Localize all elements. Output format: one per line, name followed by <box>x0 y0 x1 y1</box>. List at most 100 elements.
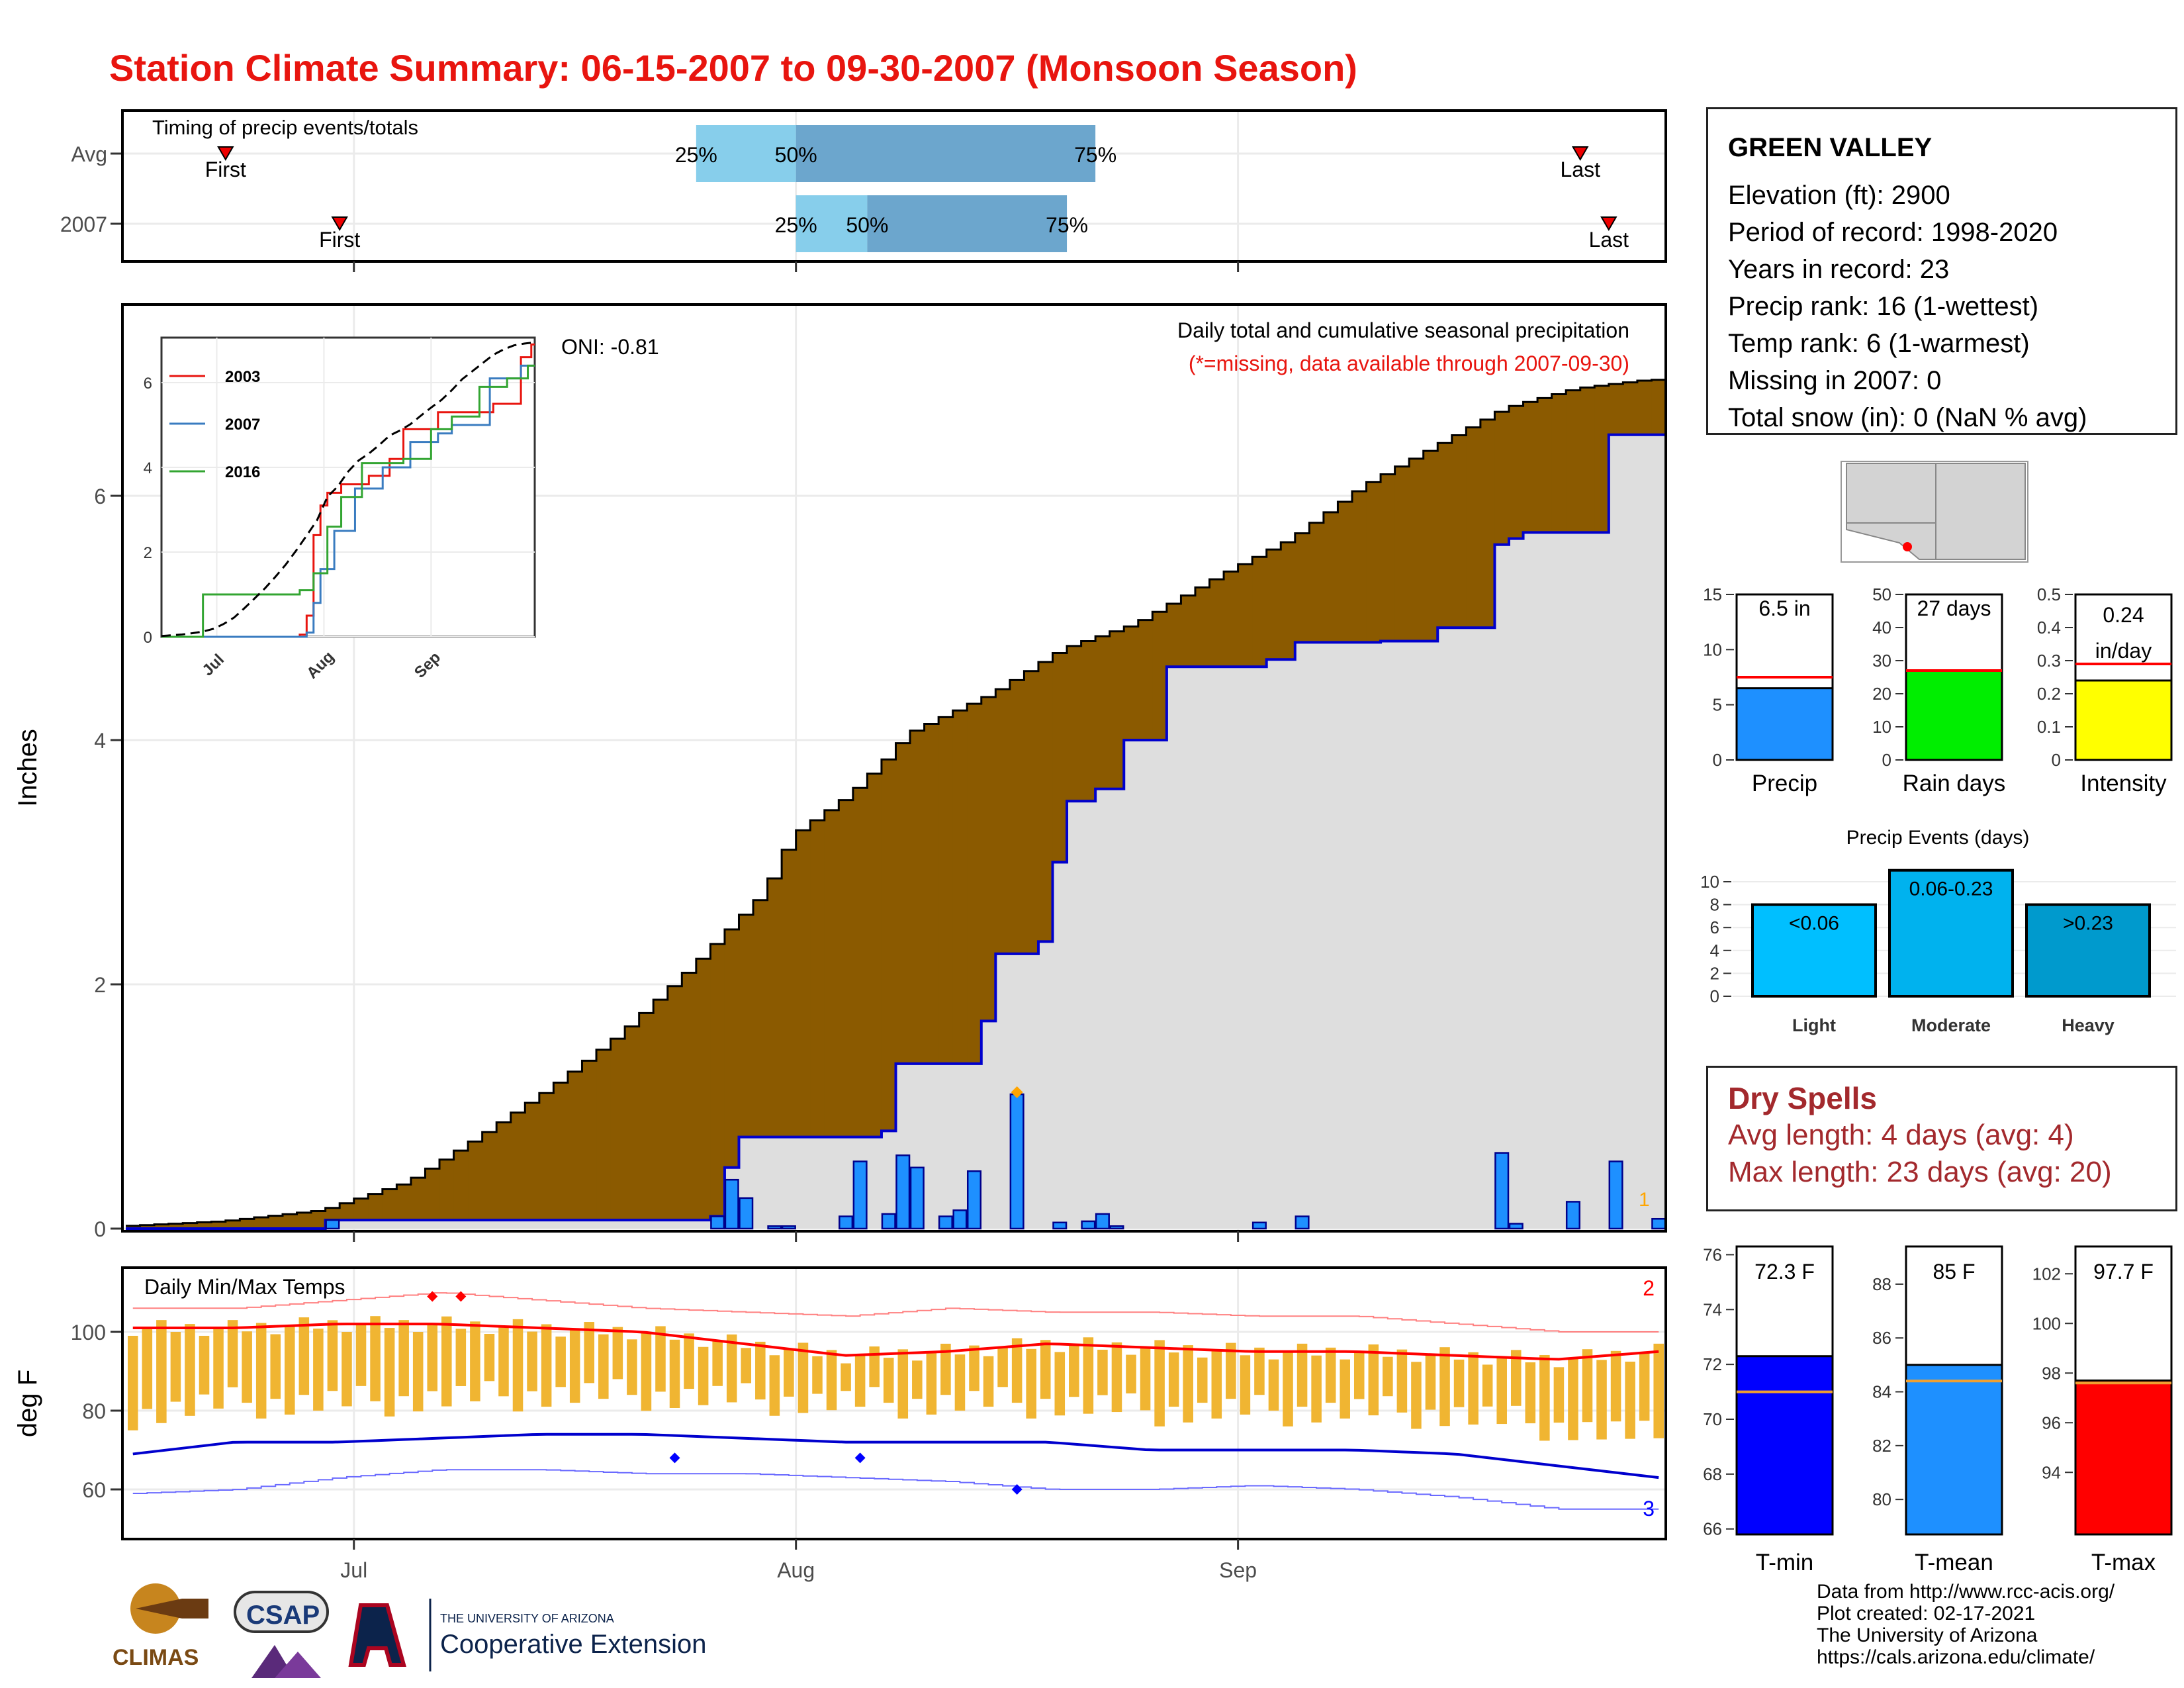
daily-precip-bar <box>1508 1223 1524 1230</box>
temp-summary-ytick-label: 72 <box>1703 1354 1722 1374</box>
precip-ytick-label: 6 <box>94 485 106 508</box>
deficit-area <box>1238 564 1253 667</box>
daily-temp-range-bar <box>199 1335 210 1395</box>
daily-temp-range-bar <box>227 1320 238 1387</box>
daily-temp-range-bar <box>1539 1354 1550 1441</box>
deficit-area <box>1366 482 1381 643</box>
temp-summary-ytick-label: 86 <box>1872 1328 1891 1348</box>
daily-temp-range-bar <box>598 1334 609 1399</box>
daily-precip-bar <box>852 1160 868 1230</box>
deficit-area <box>639 1013 654 1221</box>
deficit-area <box>283 1214 298 1229</box>
daily-temp-range-bar <box>1482 1364 1493 1407</box>
cumulative-average-line <box>126 379 1666 1227</box>
timing-quartile-bar-high <box>867 195 1068 252</box>
temp-summary-ytick-label: 80 <box>1872 1489 1891 1509</box>
deficit-area <box>183 1223 198 1229</box>
daily-precip-bar <box>1295 1215 1310 1230</box>
daily-temp-range-bar <box>1311 1355 1322 1423</box>
daily-temp-range-bar <box>313 1329 324 1411</box>
xtick-label: Jul <box>340 1558 367 1582</box>
daily-precip-bar <box>966 1170 982 1230</box>
deficit-area <box>710 944 725 1217</box>
deficit-area <box>1309 522 1324 643</box>
footer-line: The University of Arizona <box>1817 1624 2038 1646</box>
daily-temp-range-bar <box>1083 1337 1094 1414</box>
summary-ytick-label: 15 <box>1703 585 1722 604</box>
temp-summary-fill <box>1735 1355 1834 1536</box>
daily-temp-range-bar <box>1653 1343 1664 1438</box>
temp-summary-label: T-min <box>1756 1550 1814 1575</box>
event-bar-label: Light <box>1792 1015 1836 1035</box>
daily-temp-range-bar <box>1126 1354 1136 1393</box>
record-low-marker <box>669 1452 680 1464</box>
daily-temp-range-bar <box>1183 1345 1193 1423</box>
events-ytick-label: 2 <box>1710 963 1719 983</box>
dry-spells-title: Dry Spells <box>1728 1081 1877 1115</box>
temp-summary-ytick-label: 68 <box>1703 1464 1722 1484</box>
timing-q25-label: 25% <box>675 143 717 167</box>
events-ytick-label: 4 <box>1710 941 1719 961</box>
footer-credits: Data from http://www.rcc-acis.org/ Plot … <box>1817 1581 2115 1668</box>
station-line: Total snow (in): 0 (NaN % avg) <box>1728 403 2087 432</box>
daily-temp-range-bar <box>412 1332 424 1412</box>
deficit-area <box>1437 443 1453 628</box>
daily-temp-range-bar <box>741 1348 752 1383</box>
summary-bar-fill <box>1905 669 2003 761</box>
precip-ytick-label: 2 <box>94 973 106 997</box>
timing-first-label: First <box>319 228 360 252</box>
inset-ytick-label: 4 <box>144 459 152 477</box>
summary-bar-value: 6.5 in <box>1758 596 1810 620</box>
summary-bar-label: Precip <box>1752 771 1817 796</box>
daily-temp-range-bar <box>142 1328 153 1409</box>
deficit-area <box>767 878 782 1137</box>
daily-temp-range-bar <box>1553 1367 1565 1423</box>
daily-temp-range-bar <box>370 1316 381 1401</box>
daily-temp-range-bar <box>384 1328 395 1417</box>
deficit-area <box>682 972 697 1221</box>
deficit-area <box>425 1168 440 1221</box>
inset-panel <box>160 336 536 638</box>
daily-precip-bar <box>938 1215 953 1230</box>
temps-panel-label: Daily Min/Max Temps <box>144 1275 345 1299</box>
deficit-area <box>782 849 797 1137</box>
oni-label: ONI: -0.81 <box>561 335 659 359</box>
deficit-area <box>539 1093 554 1221</box>
daily-temp-range-bar <box>1496 1357 1507 1425</box>
deficit-area <box>1537 398 1553 533</box>
precip-corner-mark: 1 <box>1639 1189 1650 1211</box>
daily-temp-range-bar <box>826 1350 837 1411</box>
deficit-area <box>1451 435 1467 628</box>
temp-summary-label: T-mean <box>1915 1550 1993 1575</box>
daily-temp-range-bar <box>1297 1343 1308 1407</box>
summary-bar-label: Intensity <box>2080 771 2167 796</box>
deficit-area <box>1594 385 1610 533</box>
inset-legend-label: 2016 <box>225 463 260 481</box>
temps-ytick-label: 80 <box>82 1399 106 1423</box>
daily-temp-range-bar <box>698 1346 709 1405</box>
inset-ytick-label: 0 <box>144 629 152 647</box>
deficit-area <box>340 1203 355 1221</box>
temp-summary-value: 97.7 F <box>2093 1260 2154 1284</box>
deficit-area <box>1323 512 1339 643</box>
deficit-area <box>1224 571 1239 667</box>
daily-temp-range-bar <box>1525 1362 1536 1424</box>
deficit-area <box>1281 542 1296 660</box>
timing-q50-label: 50% <box>775 143 817 167</box>
daily-temp-range-bar <box>1453 1359 1465 1407</box>
ua-big-text: Cooperative Extension <box>440 1630 706 1659</box>
temp-summary-ytick-label: 84 <box>1872 1382 1891 1402</box>
summary-ytick-label: 10 <box>1872 717 1891 737</box>
xtick-label: Sep <box>1219 1558 1257 1582</box>
deficit-area <box>1409 458 1424 641</box>
daily-temp-range-bar <box>1325 1347 1336 1403</box>
deficit-area <box>667 986 682 1221</box>
cumulative-observed-line <box>126 433 1666 1230</box>
daily-precip-bar <box>325 1219 340 1230</box>
daily-temp-range-bar <box>954 1354 966 1411</box>
deficit-area <box>810 820 825 1137</box>
event-bar <box>1888 868 2014 998</box>
summary-ytick-label: 0.5 <box>2037 585 2061 604</box>
daily-temp-range-bar <box>869 1346 880 1387</box>
summary-ytick-label: 30 <box>1872 651 1891 671</box>
